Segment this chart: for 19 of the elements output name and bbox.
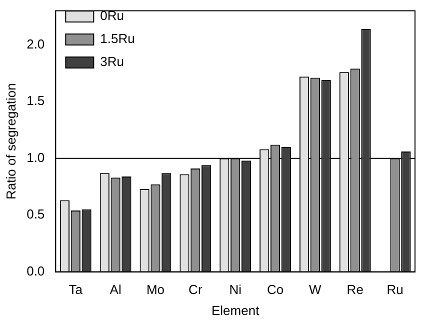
x-tick-label: Co (266, 282, 284, 298)
y-tick-label: 2.0 (26, 36, 45, 52)
x-tick-label: Mo (146, 282, 165, 298)
x-tick-label: Al (110, 282, 122, 298)
legend-label: 0Ru (100, 8, 124, 24)
x-tick-label: W (309, 282, 322, 298)
y-tick-label: 1.5 (26, 93, 45, 108)
y-tick-label: 0.5 (26, 206, 45, 222)
y-tick-label: 0.0 (26, 263, 45, 278)
y-tick-label: 1.0 (26, 150, 45, 165)
x-tick-label: Re (346, 282, 364, 298)
x-tick-label: Ru (386, 282, 404, 298)
legend-label: 1.5Ru (100, 31, 135, 46)
legend-label: 3Ru (100, 54, 124, 70)
x-tick-label: Cr (188, 282, 203, 298)
x-tick-label: Ni (229, 282, 242, 298)
y-axis-title: Ratio of segregation (3, 83, 18, 200)
x-tick-label: Ta (68, 282, 84, 298)
x-axis-title: Element (211, 302, 260, 318)
